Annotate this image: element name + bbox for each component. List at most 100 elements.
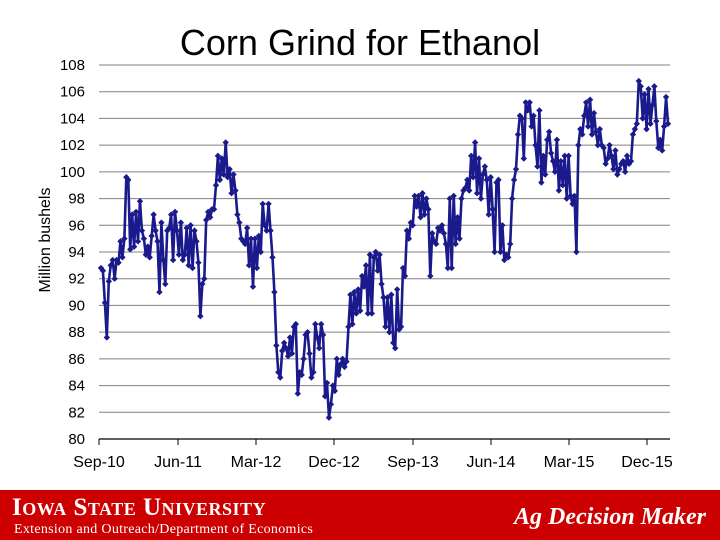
data-point [415,192,422,200]
data-point [505,254,512,261]
data-point [658,147,666,154]
x-tick-label: Dec-15 [621,454,673,471]
data-point [462,184,469,192]
data-point [405,235,413,242]
data-point [312,320,319,328]
data-point [600,144,607,152]
data-point [349,320,356,328]
data-point [282,344,290,352]
data-point [368,310,376,317]
data-point [664,120,672,127]
data-point [647,120,654,127]
data-point [641,91,648,98]
data-point [364,310,372,317]
data-point [189,264,196,272]
data-point [376,251,383,258]
x-tick-label: Mar-12 [231,454,282,471]
x-tick-label: Jun-14 [467,454,516,471]
data-point [573,248,580,256]
data-point [162,280,169,288]
chart-title: Corn Grind for Ethanol [179,22,541,63]
data-point [440,230,448,237]
data-point [230,171,237,178]
data-point [619,157,627,165]
data-point [241,240,249,248]
x-tick-label: Mar-15 [544,454,595,471]
data-point [639,115,646,122]
y-tick-label: 104 [60,110,85,127]
data-point [132,208,140,216]
data-point [181,251,188,258]
data-point [353,310,360,317]
data-point [286,334,294,341]
data-point [177,219,185,226]
data-point [651,83,658,90]
data-point [403,227,411,234]
data-point [284,352,292,360]
data-point [495,176,502,184]
data-point [280,339,288,347]
data-point [571,192,578,200]
data-point [203,216,210,224]
y-tick-label: 96 [68,217,85,234]
footer-banner: Iowa State University Extension and Outr… [0,490,720,540]
data-point [392,344,399,352]
data-point [259,200,266,208]
data-point [471,139,479,146]
data-point [559,182,566,189]
data-point [224,174,231,181]
data-point [319,331,327,339]
data-point [111,275,118,282]
data-point [105,278,112,285]
data-point [370,254,377,261]
data-point [325,414,333,421]
data-point [501,256,508,264]
data-point [516,112,524,119]
y-tick-label: 94 [68,244,85,261]
series-group [97,77,672,421]
y-tick-labels: 80 82 84 86 88 90 92 94 96 98 100 102 104 106 108 [60,57,85,448]
data-point [499,222,506,229]
data-point [323,379,331,387]
data-point [581,112,588,119]
data-point [384,294,391,301]
data-point [195,259,202,266]
data-point [423,195,430,202]
data-point [612,147,619,154]
data-point [236,219,243,226]
data-point [253,264,261,272]
data-point [366,251,374,258]
data-point [298,371,305,379]
data-point [321,393,329,400]
data-point [273,342,280,349]
data-point [134,238,142,245]
data-point [316,344,323,352]
data-point [101,299,109,306]
data-point [508,195,516,202]
data-point [271,288,278,296]
data-point [277,374,284,381]
data-point [588,131,596,138]
data-point [165,224,173,232]
data-point [518,115,526,122]
data-point [534,163,541,170]
data-point [337,361,344,368]
data-point [627,157,635,165]
data-point [417,214,424,221]
data-point [232,187,239,194]
data-point [483,176,490,184]
data-point [432,240,440,248]
data-point [512,165,520,173]
data-point [452,240,459,248]
data-point [623,152,631,160]
university-logo-text: Iowa State University [12,494,267,521]
data-point [393,286,401,293]
data-point [380,294,387,301]
data-point [466,187,473,194]
data-point [545,128,553,135]
data-point [201,275,208,282]
data-point [458,195,465,202]
data-point [411,192,418,200]
data-point [399,264,407,272]
data-point [442,240,450,248]
